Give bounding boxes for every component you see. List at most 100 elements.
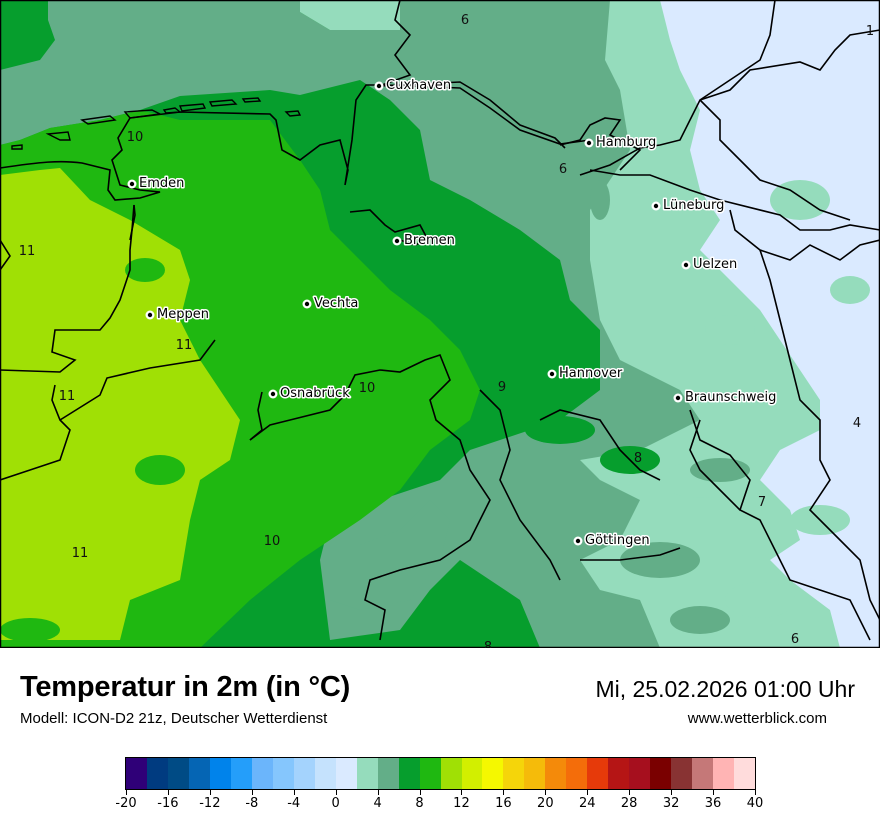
colorbar-segment <box>251 758 273 789</box>
page-title: Temperatur in 2m (in °C) <box>20 671 351 703</box>
colorbar-segment <box>230 758 252 789</box>
colorbar-segment <box>419 758 441 789</box>
colorbar-segment <box>335 758 357 789</box>
zone-10-12 <box>0 168 240 640</box>
colorbar-tick-label: 12 <box>453 796 470 811</box>
colorbar-segment <box>188 758 210 789</box>
contour-label: 9 <box>498 380 506 395</box>
colorbar-segment <box>503 758 525 789</box>
zone-8-10-patches <box>0 258 185 642</box>
colorbar-tick-label: -8 <box>245 796 259 811</box>
zone-2-4-patches <box>660 180 870 618</box>
temperature-colorbar <box>125 757 756 790</box>
city-label: Cuxhaven <box>386 78 451 93</box>
colorbar-tick <box>587 790 589 795</box>
colorbar-tick <box>209 790 211 795</box>
city-label: Lüneburg <box>663 198 724 213</box>
colorbar-ticks: -20 -16 -12 -8 -4 0 4 8 12 16 20 24 28 32 36 40 <box>115 790 763 820</box>
colorbar-segment <box>377 758 399 789</box>
colorbar-segment <box>440 758 462 789</box>
colorbar-segment <box>587 758 609 789</box>
contour-label: 6 <box>791 632 799 647</box>
colorbar-segment <box>209 758 231 789</box>
contour-label: 11 <box>176 338 193 353</box>
colorbar-segment <box>629 758 651 789</box>
colorbar-segment <box>461 758 483 789</box>
colorbar-tick <box>335 790 337 795</box>
city-osnabrück: Osnabrück <box>268 385 352 403</box>
contour-label: 6 <box>461 13 469 28</box>
colorbar-tick <box>167 790 169 795</box>
city-label: Hamburg <box>596 135 656 150</box>
city-label: Uelzen <box>693 257 737 272</box>
colorbar-tick <box>251 790 253 795</box>
model-subtitle: Modell: ICON-D2 21z, Deutscher Wetterdie… <box>20 710 328 727</box>
colorbar-tick-label: 8 <box>415 796 424 811</box>
colorbar-segment <box>314 758 336 789</box>
contour-label: 7 <box>758 495 766 510</box>
colorbar-tick-label: 32 <box>662 796 680 811</box>
colorbar-tick <box>461 790 463 795</box>
colorbar-segment <box>566 758 588 789</box>
contour-label: 11 <box>59 389 76 404</box>
colorbar-segment <box>734 758 756 789</box>
zone-4-6-patches <box>590 180 750 634</box>
zone-6-8-patches <box>525 416 660 474</box>
colorbar-tick <box>671 790 673 795</box>
city-braunschweig: Braunschweig <box>673 389 778 407</box>
colorbar-tick-label: 0 <box>331 796 340 811</box>
colorbar-segment <box>272 758 294 789</box>
colorbar-segments <box>125 757 756 790</box>
colorbar-tick-label: 40 <box>746 796 764 811</box>
colorbar-segment <box>671 758 693 789</box>
contour-label: 11 <box>19 244 36 259</box>
colorbar-tick <box>293 790 295 795</box>
city-cuxhaven: Cuxhaven <box>374 77 453 95</box>
zone-0-2-east <box>660 0 880 648</box>
colorbar-segment <box>293 758 315 789</box>
forecast-datetime: Mi, 25.02.2026 01:00 Uhr <box>595 676 855 702</box>
colorbar-tick <box>419 790 421 795</box>
city-label: Göttingen <box>585 533 650 548</box>
city-göttingen: Göttingen <box>573 532 651 550</box>
colorbar-tick <box>503 790 505 795</box>
city-markers: Cuxhaven Hamburg Emden Lüneburg Bremen Uelzen… <box>127 77 778 550</box>
colorbar-tick-label: -4 <box>287 796 301 811</box>
colorbar-segment <box>545 758 567 789</box>
colorbar-segment <box>398 758 420 789</box>
city-meppen: Meppen <box>145 306 210 324</box>
colorbar-tick-label: 20 <box>537 796 554 811</box>
city-label: Osnabrück <box>280 386 350 401</box>
city-label: Meppen <box>157 307 209 322</box>
colorbar-tick-label: -20 <box>115 796 137 811</box>
contour-labels: 6 1 10 6 11 11 10 9 11 4 8 7 10 11 6 8 <box>19 13 874 648</box>
city-vechta: Vechta <box>302 295 360 313</box>
contour-label: 10 <box>127 130 144 145</box>
islands <box>11 97 302 150</box>
city-emden: Emden <box>127 175 186 193</box>
contour-label: 10 <box>264 534 281 549</box>
colorbar-segment <box>146 758 168 789</box>
city-label: Emden <box>139 176 184 191</box>
colorbar-tick-label: 24 <box>578 796 596 811</box>
colorbar-segment <box>126 758 147 789</box>
colorbar-tick <box>629 790 631 795</box>
colorbar-segment <box>482 758 504 789</box>
colorbar-segment <box>713 758 735 789</box>
city-hannover: Hannover <box>547 365 624 383</box>
colorbar-tick-label: -16 <box>157 796 179 811</box>
city-uelzen: Uelzen <box>681 256 739 274</box>
colorbar-tick-label: 36 <box>704 796 722 811</box>
city-label: Bremen <box>404 233 455 248</box>
colorbar-tick-label: 16 <box>495 796 512 811</box>
website-link[interactable]: www.wetterblick.com <box>687 710 827 727</box>
colorbar-tick-label: 28 <box>620 796 638 811</box>
colorbar-tick <box>545 790 547 795</box>
temperature-map: 6 1 10 6 11 11 10 9 11 4 8 7 10 11 6 8 Cuxhaven Hamburg E… <box>0 0 880 648</box>
city-bremen: Bremen <box>392 232 456 250</box>
colorbar-tick-label: 4 <box>373 796 382 811</box>
city-hamburg: Hamburg <box>584 134 658 152</box>
zone-4-6-south <box>330 500 450 610</box>
contour-label: 10 <box>359 381 376 396</box>
city-label: Braunschweig <box>685 390 776 405</box>
